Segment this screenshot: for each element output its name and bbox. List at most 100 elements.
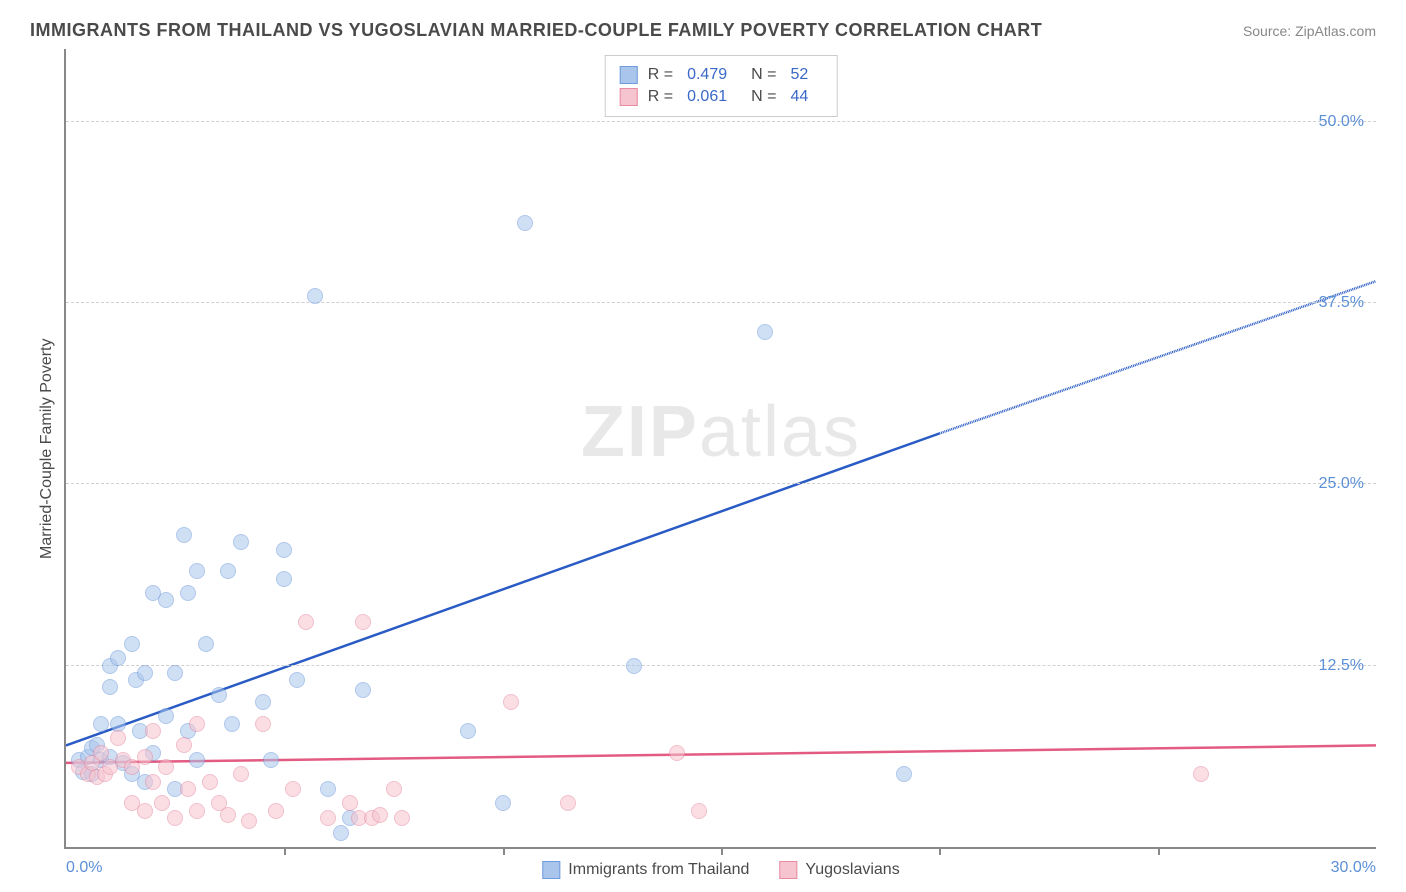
data-point <box>180 781 196 797</box>
data-point <box>626 658 642 674</box>
data-point <box>93 716 109 732</box>
data-point <box>167 665 183 681</box>
plot-wrapper: Married-Couple Family Poverty ZIPatlas R… <box>30 49 1376 849</box>
data-point <box>220 807 236 823</box>
data-point <box>158 759 174 775</box>
x-tick <box>503 847 505 855</box>
n-value: 52 <box>790 66 808 84</box>
data-point <box>255 716 271 732</box>
y-tick-label: 50.0% <box>1319 113 1364 131</box>
data-point <box>189 752 205 768</box>
data-point <box>355 614 371 630</box>
data-point <box>145 774 161 790</box>
data-point <box>167 810 183 826</box>
x-min-label: 0.0% <box>66 859 102 877</box>
data-point <box>189 563 205 579</box>
data-point <box>298 614 314 630</box>
data-point <box>263 752 279 768</box>
data-point <box>176 527 192 543</box>
legend-swatch-icon <box>542 861 560 879</box>
data-point <box>255 694 271 710</box>
data-point <box>333 825 349 841</box>
x-tick <box>1158 847 1160 855</box>
x-tick <box>284 847 286 855</box>
data-point <box>224 716 240 732</box>
data-point <box>320 781 336 797</box>
data-point <box>691 803 707 819</box>
data-point <box>320 810 336 826</box>
legend-swatch-icon <box>779 861 797 879</box>
n-value: 44 <box>790 88 808 106</box>
data-point <box>289 672 305 688</box>
data-point <box>158 708 174 724</box>
r-label: R = <box>648 88 673 106</box>
series-legend: Immigrants from Thailand Yugoslavians <box>542 861 899 879</box>
data-point <box>394 810 410 826</box>
x-tick <box>939 847 941 855</box>
data-point <box>560 795 576 811</box>
data-point <box>124 636 140 652</box>
correlation-chart: IMMIGRANTS FROM THAILAND VS YUGOSLAVIAN … <box>0 0 1406 892</box>
data-point <box>276 571 292 587</box>
data-point <box>517 215 533 231</box>
r-label: R = <box>648 66 673 84</box>
y-axis-label: Married-Couple Family Poverty <box>30 49 64 849</box>
data-point <box>110 730 126 746</box>
data-point <box>1193 766 1209 782</box>
data-point <box>386 781 402 797</box>
watermark: ZIPatlas <box>581 391 861 473</box>
data-point <box>757 324 773 340</box>
gridline <box>66 483 1376 484</box>
data-point <box>176 737 192 753</box>
chart-source: Source: ZipAtlas.com <box>1243 23 1376 39</box>
data-point <box>137 803 153 819</box>
x-max-label: 30.0% <box>1331 859 1376 877</box>
x-tick <box>721 847 723 855</box>
data-point <box>198 636 214 652</box>
chart-header: IMMIGRANTS FROM THAILAND VS YUGOSLAVIAN … <box>30 20 1376 41</box>
y-tick-label: 25.0% <box>1319 475 1364 493</box>
data-point <box>276 542 292 558</box>
data-point <box>154 795 170 811</box>
stats-legend: R = 0.479 N = 52 R = 0.061 N = 44 <box>605 55 838 117</box>
data-point <box>342 795 358 811</box>
r-value: 0.479 <box>687 66 727 84</box>
legend-item: Immigrants from Thailand <box>542 861 749 879</box>
n-label: N = <box>751 88 776 106</box>
data-point <box>93 745 109 761</box>
data-point <box>268 803 284 819</box>
data-point <box>233 766 249 782</box>
data-point <box>137 665 153 681</box>
data-point <box>158 592 174 608</box>
gridline <box>66 302 1376 303</box>
stats-row: R = 0.061 N = 44 <box>620 86 823 108</box>
data-point <box>896 766 912 782</box>
data-point <box>503 694 519 710</box>
legend-label: Immigrants from Thailand <box>568 861 749 879</box>
stats-row: R = 0.479 N = 52 <box>620 64 823 86</box>
n-label: N = <box>751 66 776 84</box>
data-point <box>211 687 227 703</box>
data-point <box>220 563 236 579</box>
data-point <box>460 723 476 739</box>
data-point <box>233 534 249 550</box>
data-point <box>307 288 323 304</box>
chart-title: IMMIGRANTS FROM THAILAND VS YUGOSLAVIAN … <box>30 20 1042 41</box>
data-point <box>102 679 118 695</box>
gridline <box>66 121 1376 122</box>
r-value: 0.061 <box>687 88 727 106</box>
data-point <box>145 723 161 739</box>
legend-swatch-icon <box>620 66 638 84</box>
data-point <box>669 745 685 761</box>
data-point <box>110 650 126 666</box>
legend-item: Yugoslavians <box>779 861 899 879</box>
data-point <box>189 803 205 819</box>
data-point <box>180 585 196 601</box>
data-point <box>355 682 371 698</box>
data-point <box>241 813 257 829</box>
legend-label: Yugoslavians <box>805 861 899 879</box>
data-point <box>372 807 388 823</box>
plot-area: ZIPatlas R = 0.479 N = 52 R = 0.061 N = … <box>64 49 1376 849</box>
data-point <box>137 749 153 765</box>
legend-swatch-icon <box>620 88 638 106</box>
